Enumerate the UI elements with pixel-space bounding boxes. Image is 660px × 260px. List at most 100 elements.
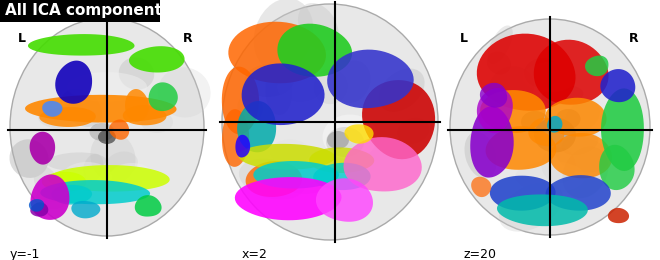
FancyBboxPatch shape [0,0,160,22]
Polygon shape [242,63,325,125]
Polygon shape [343,137,422,191]
Polygon shape [235,177,341,220]
Polygon shape [477,34,576,111]
Polygon shape [40,107,96,127]
Text: R: R [628,32,638,45]
Polygon shape [490,176,556,211]
Ellipse shape [277,72,323,102]
Polygon shape [327,50,414,108]
Polygon shape [253,161,339,188]
Polygon shape [362,80,435,159]
Ellipse shape [10,18,204,236]
Text: L: L [18,32,26,45]
Ellipse shape [38,106,76,128]
Ellipse shape [253,0,314,72]
Polygon shape [277,24,352,77]
Ellipse shape [524,58,560,88]
Polygon shape [148,82,178,111]
Polygon shape [42,172,86,192]
Polygon shape [313,163,371,190]
Ellipse shape [283,168,335,194]
Polygon shape [316,178,373,222]
Polygon shape [25,95,177,123]
Polygon shape [477,88,513,133]
Polygon shape [585,56,609,76]
Ellipse shape [83,154,104,182]
Polygon shape [601,88,644,171]
Ellipse shape [488,25,513,64]
Polygon shape [470,106,513,178]
Ellipse shape [106,152,138,177]
Ellipse shape [244,64,294,97]
Ellipse shape [119,57,154,90]
Ellipse shape [487,51,511,75]
Polygon shape [529,118,564,146]
Ellipse shape [34,166,61,202]
Text: R: R [182,32,192,45]
Polygon shape [309,147,374,173]
Ellipse shape [98,130,116,144]
Polygon shape [30,132,55,165]
Text: L: L [460,32,468,45]
Polygon shape [546,175,610,211]
Polygon shape [246,161,302,197]
Polygon shape [51,185,92,205]
Polygon shape [471,177,491,197]
Polygon shape [497,194,588,226]
Polygon shape [222,67,259,134]
Ellipse shape [465,132,497,179]
Polygon shape [29,199,44,212]
Ellipse shape [541,85,583,105]
Ellipse shape [541,147,576,183]
Ellipse shape [90,132,135,183]
Ellipse shape [556,109,581,129]
Polygon shape [135,195,162,217]
Text: All ICA components: All ICA components [5,3,171,18]
Ellipse shape [141,111,173,133]
Polygon shape [534,40,609,105]
Ellipse shape [488,66,534,112]
Ellipse shape [222,4,438,240]
Polygon shape [237,101,276,152]
Ellipse shape [36,185,69,209]
Ellipse shape [566,100,600,132]
Ellipse shape [270,140,310,165]
Text: z=20: z=20 [463,248,496,260]
Ellipse shape [327,131,349,149]
Ellipse shape [397,118,430,144]
Polygon shape [480,90,546,133]
Polygon shape [236,135,250,158]
Polygon shape [547,116,562,133]
Polygon shape [42,101,63,117]
Polygon shape [125,89,148,122]
Ellipse shape [9,139,49,178]
Ellipse shape [515,161,585,193]
Polygon shape [599,145,635,190]
Ellipse shape [323,114,378,159]
Polygon shape [608,208,629,223]
Polygon shape [109,120,129,140]
Polygon shape [480,83,507,108]
Polygon shape [71,201,100,218]
Polygon shape [238,144,335,170]
Ellipse shape [239,159,305,200]
Ellipse shape [90,123,114,141]
Ellipse shape [562,132,599,155]
Ellipse shape [265,68,292,115]
Ellipse shape [523,62,578,92]
Ellipse shape [534,118,576,153]
Polygon shape [228,22,326,83]
Ellipse shape [450,19,650,235]
Ellipse shape [110,163,154,191]
Text: y=-1: y=-1 [10,248,40,260]
Polygon shape [30,202,48,217]
Ellipse shape [55,166,86,195]
Text: x=2: x=2 [242,248,268,260]
Polygon shape [30,174,69,220]
Ellipse shape [562,146,609,198]
Polygon shape [129,46,185,73]
Polygon shape [486,126,556,170]
Polygon shape [55,61,92,104]
Ellipse shape [47,152,106,171]
Ellipse shape [333,61,371,103]
